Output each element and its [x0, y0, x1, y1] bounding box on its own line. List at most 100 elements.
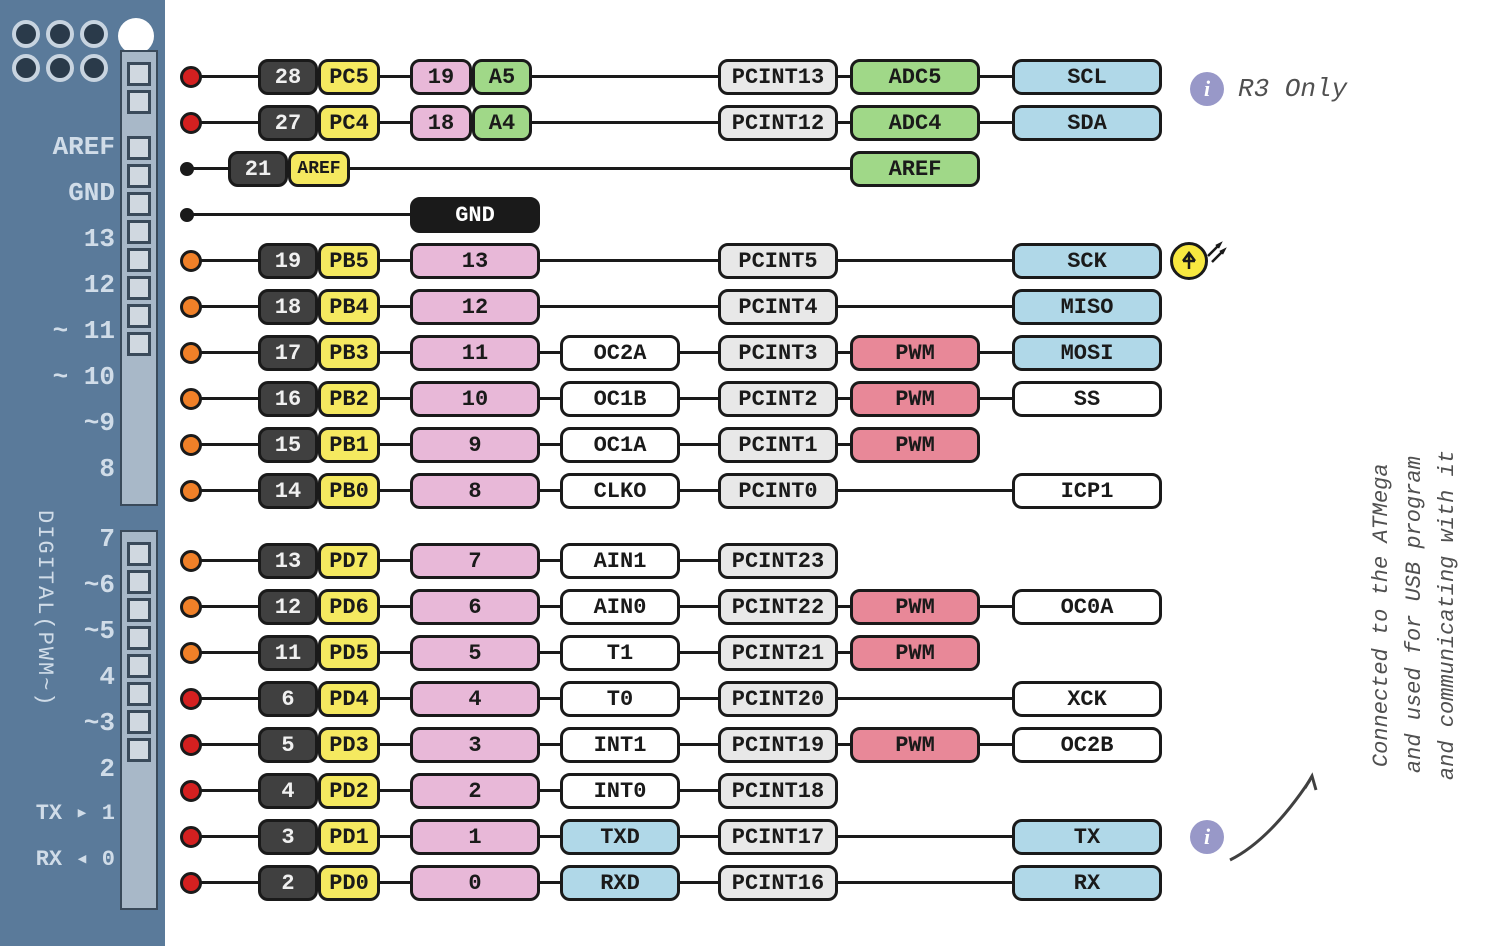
pin-label-yellow: PD4: [318, 681, 380, 717]
pin-label-green: ADC5: [850, 59, 980, 95]
pin-label-black: GND: [410, 197, 540, 233]
pin-label-pink: 1: [410, 819, 540, 855]
pin-label-pink: 4: [410, 681, 540, 717]
pin-dot: [180, 434, 202, 456]
pin-label-green: A4: [472, 105, 532, 141]
r3-note: i R3 Only: [1190, 72, 1347, 106]
pin-label-green: A5: [472, 59, 532, 95]
pin-label-dark: 6: [258, 681, 318, 717]
pin-dot: [180, 642, 202, 664]
digital-header-bottom: [120, 530, 158, 910]
pin-label-yellow: PD5: [318, 635, 380, 671]
pin-label-grey: PCINT19: [718, 727, 838, 763]
info-icon: i: [1190, 820, 1224, 854]
pin-label-white: AIN1: [560, 543, 680, 579]
pin-row: 16PB210OC1BPCINT2PWMSS: [170, 380, 1190, 418]
pin-label-pink: 6: [410, 589, 540, 625]
led-icon: [1170, 242, 1208, 280]
pin-row: 19PB513PCINT5SCK: [170, 242, 1190, 280]
board-pin-label: ~6: [84, 570, 115, 600]
pin-label-yellow: PD2: [318, 773, 380, 809]
arrow-icon: [1220, 760, 1340, 880]
pin-label-blue: RXD: [560, 865, 680, 901]
pin-label-white: SS: [1012, 381, 1162, 417]
pin-label-white: INT1: [560, 727, 680, 763]
pin-label-grey: PCINT17: [718, 819, 838, 855]
pin-label-yellow: PD3: [318, 727, 380, 763]
pin-label-pink: 2: [410, 773, 540, 809]
pin-row: 13PD77AIN1PCINT23: [170, 542, 1190, 580]
pin-label-blue: TXD: [560, 819, 680, 855]
pin-label-grey: PCINT1: [718, 427, 838, 463]
pin-dot: [180, 342, 202, 364]
pin-label-white: CLKO: [560, 473, 680, 509]
pin-label-yellow: AREF: [288, 151, 350, 187]
r3-note-text: R3 Only: [1238, 74, 1347, 104]
pin-label-yellow: PB4: [318, 289, 380, 325]
pin-label-dark: 17: [258, 335, 318, 371]
digital-header-top: [120, 50, 158, 506]
pin-row: GND: [170, 196, 1190, 234]
pin-label-white: OC1B: [560, 381, 680, 417]
pin-label-white: OC2B: [1012, 727, 1162, 763]
pin-dot: [180, 480, 202, 502]
board-pin-label: ~ 10: [53, 362, 115, 392]
pin-label-yellow: PD6: [318, 589, 380, 625]
pin-dot: [180, 550, 202, 572]
usb-info-icon-wrap: i: [1190, 820, 1224, 854]
board-pin-label: ~5: [84, 616, 115, 646]
pin-label-dark: 27: [258, 105, 318, 141]
pin-label-pink: 19: [410, 59, 472, 95]
pin-row: 15PB19OC1APCINT1PWM: [170, 426, 1190, 464]
pin-label-white: T0: [560, 681, 680, 717]
pin-label-grey: PCINT18: [718, 773, 838, 809]
pin-label-blue: RX: [1012, 865, 1162, 901]
pin-dot: [180, 780, 202, 802]
pin-label-grey: PCINT4: [718, 289, 838, 325]
pin-dot: [180, 734, 202, 756]
board-pin-label: ~9: [84, 408, 115, 438]
arduino-board: AREFGND1312~ 11~ 10~987~6~54~32TX ▸ 1RX …: [0, 0, 165, 946]
pin-dot: [180, 388, 202, 410]
pin-label-grey: PCINT16: [718, 865, 838, 901]
pin-label-blue: SDA: [1012, 105, 1162, 141]
info-icon: i: [1190, 72, 1224, 106]
pin-label-yellow: PD0: [318, 865, 380, 901]
pin-label-dark: 15: [258, 427, 318, 463]
usb-note: Connected to the ATMegaand used for USB …: [1365, 450, 1464, 780]
pin-label-grey: PCINT23: [718, 543, 838, 579]
pin-label-white: OC0A: [1012, 589, 1162, 625]
pin-row: 28PC519A5PCINT13ADC5SCL: [170, 58, 1190, 96]
pin-label-grey: PCINT5: [718, 243, 838, 279]
pin-label-yellow: PB3: [318, 335, 380, 371]
pin-label-dark: 3: [258, 819, 318, 855]
pin-label-dark: 18: [258, 289, 318, 325]
board-pin-label: 13: [84, 224, 115, 254]
led-rays-icon: [1206, 236, 1236, 271]
pin-dot: [180, 596, 202, 618]
pin-label-rose: PWM: [850, 589, 980, 625]
pin-label-yellow: PB0: [318, 473, 380, 509]
pin-dot: [180, 826, 202, 848]
pin-label-blue: MISO: [1012, 289, 1162, 325]
pin-label-white: ICP1: [1012, 473, 1162, 509]
pin-row: 27PC418A4PCINT12ADC4SDA: [170, 104, 1190, 142]
pin-label-pink: 18: [410, 105, 472, 141]
pin-label-blue: SCK: [1012, 243, 1162, 279]
pin-label-grey: PCINT22: [718, 589, 838, 625]
mounting-hole: [118, 18, 154, 54]
pin-label-rose: PWM: [850, 335, 980, 371]
pin-row: 5PD33INT1PCINT19PWMOC2B: [170, 726, 1190, 764]
digital-pwm-label: DIGITAL(PWM~): [32, 510, 57, 708]
board-pin-label: ~3: [84, 708, 115, 738]
pin-label-yellow: PC5: [318, 59, 380, 95]
pin-label-green: AREF: [850, 151, 980, 187]
pin-label-pink: 12: [410, 289, 540, 325]
pin-label-green: ADC4: [850, 105, 980, 141]
pin-dot: [180, 296, 202, 318]
pin-dot: [180, 872, 202, 894]
board-pin-label: 2: [99, 754, 115, 784]
board-pin-label: 4: [99, 662, 115, 692]
pin-label-grey: PCINT21: [718, 635, 838, 671]
pin-label-pink: 13: [410, 243, 540, 279]
